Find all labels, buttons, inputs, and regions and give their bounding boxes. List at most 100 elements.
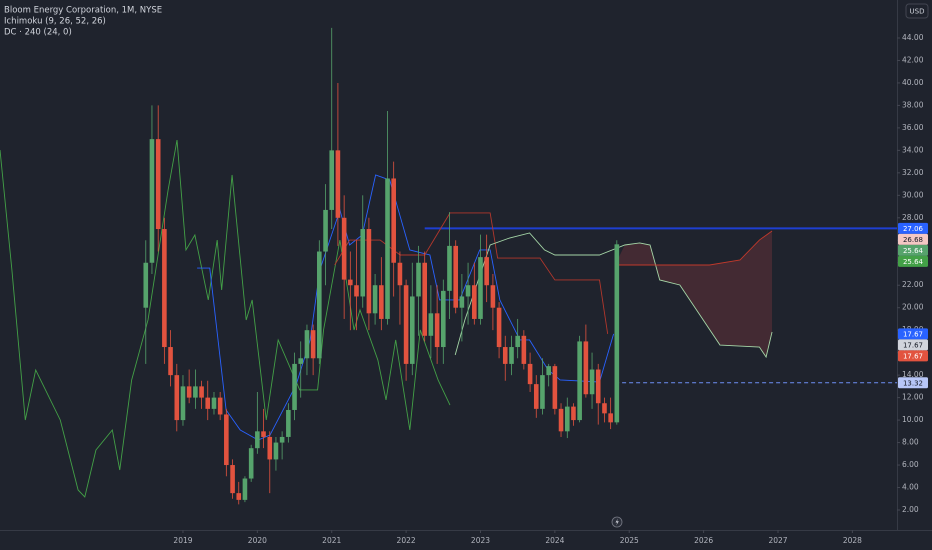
candle-body [298,358,304,364]
candle-body [317,251,322,359]
y-tick-label: 10.00 [902,415,924,424]
x-tick-label: 2023 [471,536,490,545]
candle-body [428,313,434,336]
candle-body [248,448,254,479]
candle-body [472,285,477,319]
candle-body [186,386,192,398]
candle-body [304,330,310,359]
event-icon[interactable] [611,516,623,528]
x-tick-label: 2028 [843,536,862,545]
price-tag-label: 17.67 [903,352,923,360]
candle-body [422,262,427,336]
candle-body [366,229,372,314]
price-tag [898,244,928,256]
candle-body [397,262,403,286]
currency-button[interactable] [905,3,929,19]
candle-body [478,257,483,319]
indicator-line [615,230,773,266]
candle-body [515,335,520,348]
candle-body [279,436,285,443]
candle-body [409,296,415,364]
y-tick-label: 30.00 [902,190,924,199]
y-tick-label: 4.00 [902,483,919,492]
candle-body [540,375,545,409]
candle-body [391,178,396,263]
candle-body [509,347,514,364]
candle-body [502,347,508,364]
candle-body [552,366,558,409]
currency-label[interactable]: USD [910,8,925,16]
y-tick-label: 44.00 [902,33,924,42]
candle-body [155,139,161,230]
price-tag [898,222,928,234]
candle-body [205,397,211,409]
y-tick-label: 14.00 [902,370,924,379]
y-tick-label: 40.00 [902,78,924,87]
candle-body [484,257,489,286]
x-tick-label: 2025 [620,536,639,545]
y-tick-label: 8.00 [902,438,919,447]
candle-body [224,414,229,466]
y-tick-label: 22.00 [902,280,924,289]
candle-body [267,436,273,460]
candle-body [465,285,471,297]
candle-body [521,335,527,364]
candle-body [180,386,186,421]
candle-body [602,403,607,414]
candle-body [416,262,421,297]
candle-body [440,290,446,348]
candle-body [348,279,353,286]
price-tag-label: 27.06 [903,225,924,233]
candle-body [577,341,582,421]
price-tag [898,328,928,340]
candle-body [496,307,502,348]
price-tag-label: 25.64 [903,258,924,266]
candle-body [199,386,204,398]
candle-body [564,406,570,432]
candle-body [217,397,223,415]
candle-body [385,178,390,319]
y-tick-label: 2.00 [902,505,919,514]
price-tag-label: 25.64 [903,247,924,255]
candle-body [143,262,149,308]
event-icon-bolt[interactable] [615,518,619,526]
indicator-line [454,232,773,359]
candle-body [310,330,316,359]
candle-body [403,285,409,364]
x-tick-label: 2019 [173,536,192,545]
price-tag [898,233,928,245]
price-tag-label: 26.68 [903,236,923,244]
y-tick-label: 34.00 [902,145,924,154]
candle-body [360,229,366,297]
indicator-line [334,212,609,334]
y-tick-label: 36.00 [902,123,924,132]
candle-body [589,369,595,395]
candle-body [236,493,242,500]
y-tick-label: 38.00 [902,100,924,109]
price-tag-label: 17.67 [903,341,923,349]
price-tag [898,350,928,362]
y-tick-label: 6.00 [902,460,919,469]
ichimoku-cloud [615,230,773,358]
candle-body [329,150,335,210]
candle-body [335,150,341,218]
candle-body [261,431,266,437]
candle-body [527,363,533,385]
candle-body [273,442,279,460]
candle-body [546,366,551,376]
plot-area [0,27,897,505]
candle-body [323,209,328,252]
x-tick-label: 2024 [545,536,564,545]
candle-body [341,217,347,280]
indicator-line [0,139,451,498]
candle-body [242,478,248,500]
price-tag [898,339,928,351]
candle-body [372,285,378,314]
candle-body [533,384,539,409]
candle-body [379,285,384,319]
candle-body [434,313,440,348]
x-tick-label: 2021 [322,536,341,545]
price-tag-label: 13.32 [903,379,923,387]
candle-body [168,347,173,376]
